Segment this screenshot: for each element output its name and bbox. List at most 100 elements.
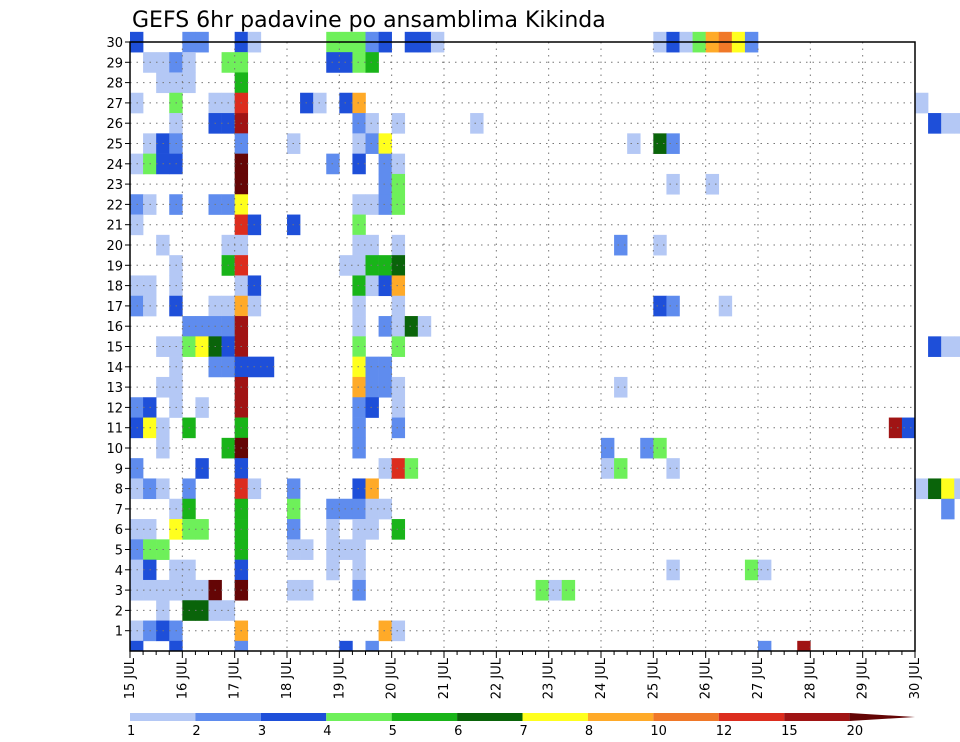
heatmap-cell	[352, 519, 366, 540]
heatmap-cell	[954, 478, 960, 500]
y-tick-label: 11	[106, 422, 123, 437]
y-tick-label: 25	[106, 138, 123, 153]
x-tick-label: 18 JUL	[280, 657, 295, 699]
y-axis: 1234567891011121314151617181920212223242…	[106, 36, 130, 640]
heatmap-cell	[391, 458, 406, 479]
heatmap-cell	[365, 478, 379, 500]
colorbar-label: 4	[323, 724, 331, 739]
heatmap-cell	[352, 316, 366, 337]
heatmap-cell	[705, 173, 720, 195]
heatmap-cell	[391, 255, 406, 276]
heatmap-cell	[391, 295, 406, 317]
y-tick-label: 30	[106, 36, 123, 51]
heatmap-cell	[352, 336, 366, 357]
y-tick-label: 20	[106, 239, 123, 254]
y-tick-label: 4	[115, 564, 123, 579]
colorbar-label: 1	[127, 724, 135, 739]
x-tick-label: 24 JUL	[594, 657, 609, 699]
x-tick-label: 16 JUL	[175, 657, 190, 699]
heatmap-cell	[339, 255, 353, 276]
colorbar-swatch	[260, 713, 327, 721]
heatmap-cell	[378, 173, 392, 195]
heatmap-cell	[417, 316, 432, 337]
y-tick-label: 23	[106, 178, 123, 193]
heatmap-cell	[365, 397, 379, 418]
heatmap-cell	[378, 356, 392, 378]
heatmap-cell	[365, 113, 379, 134]
colorbar-swatch	[718, 713, 785, 721]
heatmap-cell	[744, 559, 759, 581]
heatmap-cell	[888, 417, 903, 439]
colorbar-label: 2	[192, 724, 200, 739]
y-tick-label: 24	[106, 158, 123, 173]
y-tick-label: 14	[106, 361, 123, 376]
heatmap-cell	[391, 173, 406, 195]
x-tick-label: 23 JUL	[542, 657, 557, 699]
colorbar-swatch	[784, 713, 850, 721]
heatmap-cell	[627, 133, 641, 154]
heatmap-cell	[941, 336, 955, 357]
y-tick-label: 3	[115, 584, 123, 599]
heatmap-cell	[941, 498, 955, 520]
heatmap-cell	[614, 376, 628, 398]
x-tick-label: 26 JUL	[699, 657, 714, 699]
heatmap-cell	[928, 336, 942, 357]
heatmap-cell	[352, 356, 366, 378]
heatmap-cell	[653, 133, 667, 154]
heatmap-cell	[352, 376, 366, 398]
colorbar-swatch	[130, 713, 196, 721]
colorbar-label: 12	[716, 724, 733, 739]
x-tick-label: 27 JUL	[751, 657, 766, 699]
heatmap-cell	[378, 316, 392, 337]
colorbar-swatch	[326, 713, 392, 721]
heatmap-cell	[378, 194, 392, 215]
grid-lines	[130, 42, 915, 651]
heatmap-cell	[378, 620, 392, 642]
y-tick-label: 6	[115, 523, 123, 538]
y-tick-label: 12	[106, 401, 123, 416]
heatmap-cell	[352, 478, 366, 500]
heatmap-cell	[391, 620, 406, 642]
heatmap-cells	[130, 31, 960, 651]
y-tick-label: 22	[106, 198, 123, 213]
y-tick-label: 2	[115, 604, 123, 619]
x-tick-label: 21 JUL	[437, 657, 452, 699]
heatmap-cell	[339, 92, 353, 114]
colorbar-label: 3	[258, 724, 266, 739]
heatmap-cell	[365, 356, 379, 378]
heatmap-cell	[928, 478, 942, 500]
heatmap-cell	[378, 153, 392, 175]
heatmap-cell	[365, 194, 379, 215]
heatmap-cell	[352, 255, 366, 276]
colorbar-swatch	[653, 713, 719, 721]
y-tick-label: 13	[106, 381, 123, 396]
heatmap-cell	[352, 234, 366, 256]
heatmap-cell	[391, 316, 406, 337]
y-tick-label: 27	[106, 97, 123, 112]
heatmap-cell	[666, 133, 680, 154]
y-tick-label: 1	[115, 625, 123, 640]
heatmap-cell	[378, 498, 392, 520]
heatmap-cell	[404, 316, 419, 337]
heatmap-cell	[378, 376, 392, 398]
heatmap-cell	[339, 539, 353, 560]
heatmap-cell	[391, 336, 406, 357]
heatmap-cell	[653, 234, 667, 256]
heatmap-cell	[954, 336, 960, 357]
heatmap-cell	[666, 295, 680, 317]
colorbar-swatch	[522, 713, 588, 721]
heatmap-cell	[365, 376, 379, 398]
heatmap-cell	[391, 519, 406, 540]
colorbar-label: 10	[650, 724, 667, 739]
heatmap-cell	[391, 194, 406, 215]
y-tick-label: 17	[106, 300, 123, 315]
heatmap-cell	[915, 478, 929, 500]
colorbar-label: 15	[781, 724, 798, 739]
y-tick-label: 10	[106, 442, 123, 457]
heatmap-cell	[391, 153, 406, 175]
colorbar-label: 6	[454, 724, 462, 739]
y-tick-label: 15	[106, 341, 123, 356]
heatmap-cell	[378, 255, 392, 276]
heatmap-cell	[941, 478, 955, 500]
